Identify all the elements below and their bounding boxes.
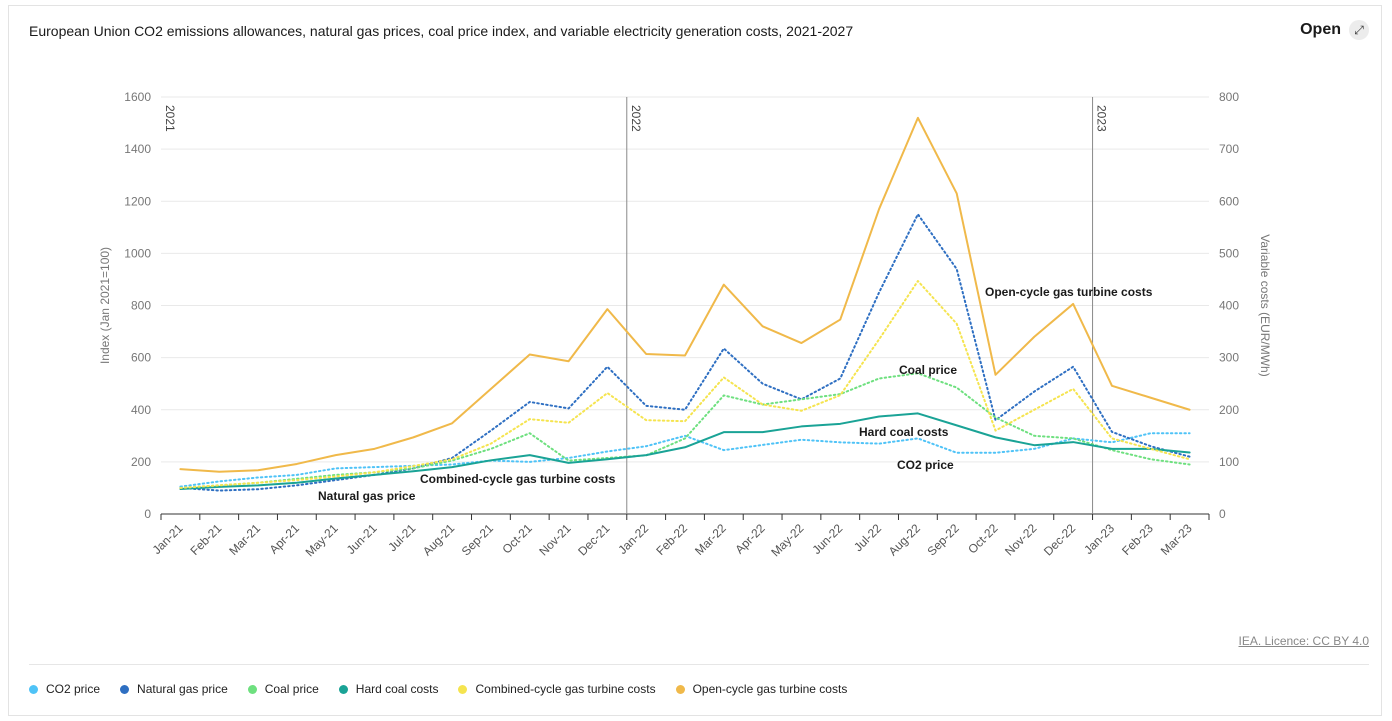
y-tick-label: 1000 (124, 246, 151, 260)
series-line-co2-price (179, 432, 1191, 488)
x-tick-label: Feb-23 (1119, 521, 1156, 558)
legend-item-hard-coal-costs[interactable]: Hard coal costs (338, 682, 439, 696)
chart-title: European Union CO2 emissions allowances,… (29, 23, 854, 39)
y2-tick-label: 300 (1219, 351, 1239, 365)
x-tick-label: Dec-22 (1041, 521, 1078, 558)
x-tick-label: Nov-21 (536, 521, 573, 558)
y-tick-label: 1600 (124, 90, 151, 104)
annotation-combined-cycle-gas-turbine-costs: Combined-cycle gas turbine costs (420, 472, 616, 486)
x-tick-label: Mar-23 (1158, 521, 1195, 558)
open-label: Open (1300, 21, 1341, 38)
open-button[interactable]: Open ⤢ (1300, 20, 1369, 40)
legend-label: Combined-cycle gas turbine costs (475, 682, 656, 696)
year-label: 2023 (1095, 105, 1109, 132)
y2-tick-label: 700 (1219, 142, 1239, 156)
y-tick-label: 0 (144, 507, 151, 521)
legend-divider (29, 664, 1369, 665)
annotation-open-cycle-gas-turbine-costs: Open-cycle gas turbine costs (985, 285, 1153, 299)
x-tick-label: Apr-22 (732, 521, 768, 557)
y-axis-title: Index (Jan 2021=100) (98, 247, 112, 364)
y2-tick-label: 500 (1219, 246, 1239, 260)
y-tick-label: 200 (131, 455, 151, 469)
line-chart: 0 200 400 600 800 1000 1200 1400 1600 0 100 200 300 4… (98, 90, 1272, 559)
annotation-co2-price: CO2 price (897, 458, 954, 472)
legend-swatch (675, 684, 685, 694)
y-tick-label: 400 (131, 403, 151, 417)
legend-swatch (29, 684, 38, 694)
legend-label: Natural gas price (137, 682, 228, 696)
y-tick-label: 600 (131, 351, 151, 365)
annotation-coal-price: Coal price (899, 363, 957, 377)
y2-axis-title: Variable costs (EUR/MWh) (1258, 234, 1272, 376)
legend-item-coal-price[interactable]: Coal price (247, 682, 319, 696)
x-tick-label: Oct-22 (965, 521, 1001, 557)
legend-swatch (458, 684, 468, 694)
x-tick-label: Feb-22 (653, 521, 690, 558)
x-tick-label: Jun-21 (344, 521, 380, 557)
x-tick-label: Aug-22 (886, 521, 923, 558)
series-line-natural-gas-price (179, 213, 1191, 492)
y2-tick-label: 600 (1219, 194, 1239, 208)
series-line-hard-coal-costs (179, 412, 1191, 490)
series-line-combined-cycle-gas-turbine-costs (179, 280, 1191, 489)
x-tick-label: Jan-23 (1081, 521, 1117, 557)
x-tick-label: Dec-21 (575, 521, 612, 558)
annotation-natural-gas-price: Natural gas price (318, 489, 416, 503)
y-tick-label: 800 (131, 299, 151, 313)
x-tick-label: Oct-21 (499, 521, 535, 557)
y2-tick-label: 0 (1219, 507, 1226, 521)
year-label: 2022 (629, 105, 643, 132)
legend-swatch (120, 684, 130, 694)
x-tick-label: Nov-22 (1002, 521, 1039, 558)
annotation-hard-coal-costs: Hard coal costs (859, 425, 949, 439)
x-tick-label: Jun-22 (809, 521, 845, 557)
x-tick-label: May-21 (303, 521, 341, 559)
x-tick-label: Sep-21 (459, 521, 496, 558)
y-tick-label: 1200 (124, 194, 151, 208)
legend-item-combined-cycle-gas-turbine-costs[interactable]: Combined-cycle gas turbine costs (458, 682, 656, 696)
y2-tick-label: 800 (1219, 90, 1239, 104)
year-label: 2021 (163, 105, 177, 132)
expand-arrow-icon: ⤢ (1349, 20, 1369, 40)
y-tick-label: 1400 (124, 142, 151, 156)
legend-label: CO2 price (46, 682, 101, 696)
legend-item-open-cycle-gas-turbine-costs[interactable]: Open-cycle gas turbine costs (675, 682, 848, 696)
legend-label: Coal price (264, 682, 319, 696)
x-tick-label: Jan-21 (150, 521, 186, 557)
legend-swatch (338, 684, 348, 694)
x-tick-label: Jul-21 (385, 521, 418, 554)
legend-label: Open-cycle gas turbine costs (692, 682, 848, 696)
x-tick-label: Mar-21 (226, 521, 263, 558)
y2-tick-label: 100 (1219, 455, 1239, 469)
x-tick-label: Apr-21 (267, 521, 303, 557)
x-tick-label: Jan-22 (615, 521, 651, 557)
credit-link[interactable]: IEA. Licence: CC BY 4.0 (1238, 634, 1369, 648)
x-tick-label: Jul-22 (851, 521, 884, 554)
series-line-coal-price (179, 372, 1191, 489)
series-line-open-cycle-gas-turbine-costs (179, 116, 1191, 473)
legend-label: Hard coal costs (355, 682, 439, 696)
x-tick-label: Aug-21 (420, 521, 457, 558)
x-tick-label: May-22 (768, 521, 806, 559)
y2-tick-label: 200 (1219, 403, 1239, 417)
legend-item-natural-gas-price[interactable]: Natural gas price (120, 682, 228, 696)
x-tick-label: Mar-22 (692, 521, 729, 558)
chart-legend: CO2 price Natural gas price Coal price Hard… (29, 682, 847, 696)
chart-card: European Union CO2 emissions allowances,… (8, 5, 1382, 716)
x-tick-label: Sep-22 (925, 521, 962, 558)
x-tick-label: Feb-21 (188, 521, 225, 558)
y2-tick-label: 400 (1219, 299, 1239, 313)
legend-item-co2-price[interactable]: CO2 price (29, 682, 100, 696)
legend-swatch (247, 684, 257, 694)
